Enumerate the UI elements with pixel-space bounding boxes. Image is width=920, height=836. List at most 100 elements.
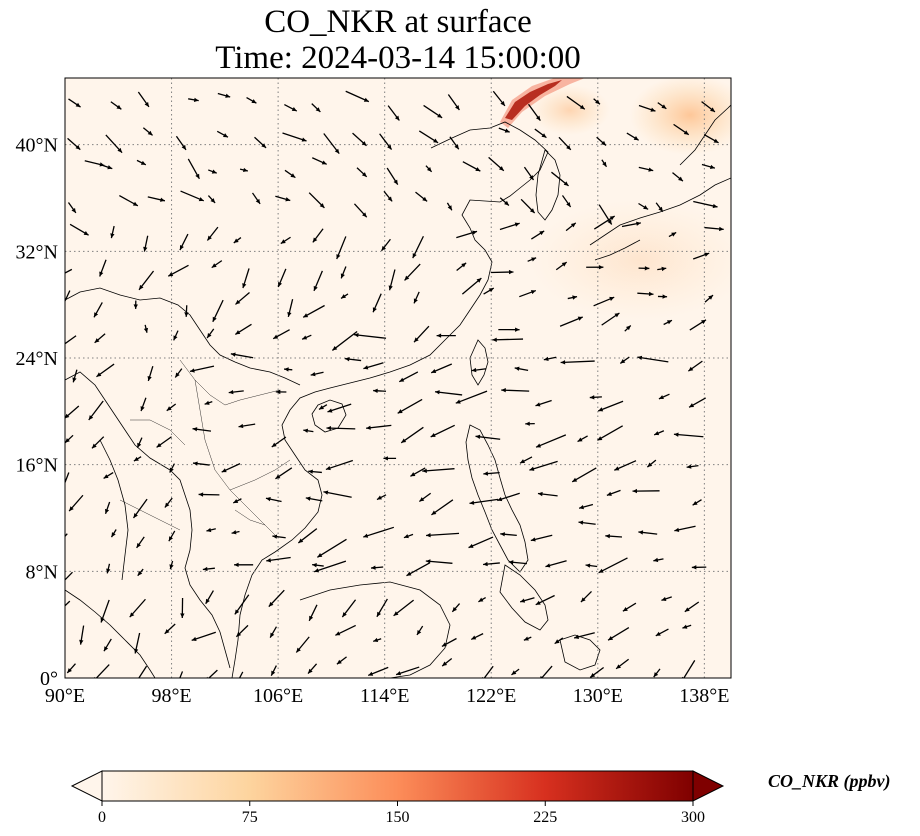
wind-arrow xyxy=(383,456,397,461)
wind-arrow xyxy=(93,302,103,318)
wind-arrow xyxy=(234,594,250,615)
wind-arrow xyxy=(418,492,432,503)
wind-arrow xyxy=(398,371,419,383)
wind-arrow xyxy=(270,665,277,676)
wind-arrow xyxy=(147,196,166,202)
wind-arrow xyxy=(137,91,150,108)
wind-arrow xyxy=(221,463,241,473)
wind-arrow xyxy=(478,596,486,603)
wind-arrow xyxy=(302,304,325,318)
wind-arrow xyxy=(133,300,138,309)
wind-arrow xyxy=(65,434,74,444)
wind-arrow xyxy=(461,277,482,295)
wind-arrow xyxy=(430,424,455,438)
wind-arrow xyxy=(188,97,199,102)
wind-arrow xyxy=(366,424,392,430)
co-plume-northeast xyxy=(630,78,731,155)
wind-arrow xyxy=(110,529,117,538)
wind-arrow xyxy=(545,560,567,568)
wind-arrow xyxy=(167,264,189,277)
wind-arrow xyxy=(470,633,484,640)
wind-arrow xyxy=(578,520,596,525)
wind-arrow xyxy=(147,366,154,382)
wind-arrow xyxy=(593,296,615,307)
wind-arrow xyxy=(589,395,602,400)
wind-arrow xyxy=(138,270,155,291)
wind-arrow xyxy=(100,599,110,623)
wind-arrow xyxy=(456,262,467,272)
wind-arrow xyxy=(297,528,318,544)
wind-arrow xyxy=(379,133,393,150)
wind-arrow xyxy=(88,400,104,421)
lat-tick-label: 24°N xyxy=(16,348,58,370)
wind-arrow xyxy=(529,460,558,471)
wind-arrow xyxy=(446,202,453,211)
wind-arrow xyxy=(352,132,367,147)
wind-arrow xyxy=(335,624,356,636)
map-content xyxy=(65,78,731,678)
co-plume-east xyxy=(530,200,731,320)
wind-arrow xyxy=(344,356,362,362)
wind-arrow xyxy=(217,92,231,98)
wind-arrow xyxy=(103,638,112,652)
wind-arrow xyxy=(65,600,71,607)
wind-arrow xyxy=(693,200,718,209)
wind-arrow xyxy=(164,623,176,635)
wind-arrow xyxy=(499,222,520,231)
wind-arrow xyxy=(202,566,215,572)
wind-arrow xyxy=(638,266,650,271)
wind-arrow xyxy=(543,356,557,361)
wind-arrow xyxy=(204,400,213,405)
wind-arrow xyxy=(179,233,189,251)
wind-arrow xyxy=(169,463,176,473)
wind-arrow xyxy=(105,134,123,154)
wind-arrow xyxy=(663,319,673,326)
wind-arrow xyxy=(65,405,80,419)
wind-arrow xyxy=(462,161,481,172)
wind-arrow xyxy=(558,136,572,151)
wind-arrow xyxy=(275,467,293,480)
wind-arrow xyxy=(490,269,514,275)
wind-arrow xyxy=(530,230,545,240)
wind-arrow xyxy=(284,169,296,179)
wind-arrow xyxy=(598,204,613,225)
wind-arrow xyxy=(228,389,244,395)
wind-arrow xyxy=(307,663,318,675)
wind-vectors xyxy=(65,90,724,678)
wind-arrow xyxy=(657,102,667,110)
wind-arrow xyxy=(554,637,564,645)
wind-arrow xyxy=(136,437,143,449)
wind-arrow xyxy=(692,252,710,260)
wind-arrow xyxy=(192,461,210,466)
wind-arrow xyxy=(621,221,641,228)
wind-arrow xyxy=(216,130,229,138)
wind-arrow xyxy=(173,330,179,341)
wind-arrow xyxy=(483,561,500,567)
wind-arrow xyxy=(626,132,640,141)
wind-arrow xyxy=(672,172,684,182)
wind-arrow xyxy=(311,103,321,113)
wind-arrow xyxy=(689,319,707,331)
wind-arrow xyxy=(605,533,623,539)
wind-arrow xyxy=(367,666,389,677)
wind-arrow xyxy=(492,337,524,342)
wind-arrow xyxy=(451,603,461,613)
colorbar-label: CO_NKR (ppbv) xyxy=(768,771,891,791)
wind-arrow xyxy=(637,355,669,363)
wind-arrow xyxy=(192,427,212,432)
wind-arrow xyxy=(388,269,396,291)
colorbar: 0 75 150 225 300 xyxy=(70,770,725,826)
wind-arrow xyxy=(169,560,174,570)
lon-tick-label: 90°E xyxy=(45,685,85,707)
wind-arrow xyxy=(311,157,327,165)
wind-arrow xyxy=(91,436,105,449)
wind-arrow xyxy=(238,423,256,429)
wind-arrow xyxy=(566,95,586,110)
wind-arrow xyxy=(551,171,569,187)
wind-arrow xyxy=(191,631,216,642)
wind-arrow xyxy=(110,225,115,239)
wind-arrow xyxy=(68,98,81,108)
wind-arrow xyxy=(395,666,420,676)
wind-arrow xyxy=(206,328,215,339)
wind-arrow xyxy=(661,596,672,601)
